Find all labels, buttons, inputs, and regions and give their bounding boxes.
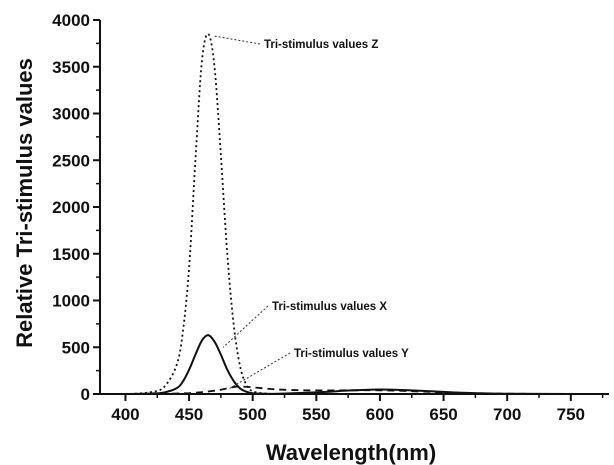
series-lines: [99, 33, 609, 396]
annotations: Tri-stimulus values Z Tri-stimulus values…: [214, 35, 409, 389]
series-line-x: [99, 334, 609, 396]
x-axis-title: Wavelength(nm): [266, 440, 436, 465]
x-tick-label-700: 700: [493, 405, 521, 424]
y-tick-label-500: 500: [62, 338, 90, 357]
y-tick-label-2500: 2500: [52, 151, 90, 170]
x-tick-label-600: 600: [366, 405, 394, 424]
annotation-label-0: Tri-stimulus values Z: [264, 39, 378, 51]
annotation-label-1: Tri-stimulus values X: [272, 301, 387, 313]
axes: [99, 20, 609, 395]
series-line-z: [99, 33, 609, 395]
x-tick-label-750: 750: [557, 405, 585, 424]
series-line-y: [100, 385, 609, 395]
y-tick-label-1500: 1500: [52, 245, 90, 264]
x-tick-label-400: 400: [111, 405, 139, 424]
y-tick-label-0: 0: [81, 385, 90, 404]
annotation-label-2: Tri-stimulus values Y: [294, 348, 409, 360]
annotation-leader-1: [222, 305, 269, 348]
y-axis-title: Relative Tri-stimulus values: [12, 58, 37, 348]
y-tick-label-3500: 3500: [52, 58, 90, 77]
y-tick-label-4000: 4000: [52, 11, 90, 30]
x-tick-label-500: 500: [239, 405, 267, 424]
tick-marks: [93, 19, 604, 401]
y-tick-label-3000: 3000: [52, 105, 90, 124]
x-tick-label-550: 550: [302, 405, 330, 424]
y-tick-label-1000: 1000: [52, 292, 90, 311]
y-tick-label-2000: 2000: [52, 198, 90, 217]
x-tick-label-650: 650: [429, 405, 457, 424]
x-tick-label-450: 450: [175, 405, 203, 424]
annotation-leader-0: [214, 35, 261, 45]
tick-labels: 0 500 1000 1500 2000 2500 3000 3500 4000 400 450 50…: [52, 11, 585, 424]
